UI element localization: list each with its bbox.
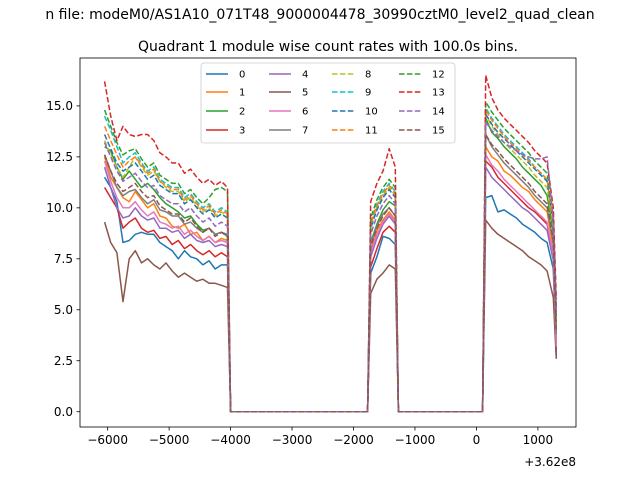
x-tick-label: 1000: [523, 433, 554, 447]
y-tick-label: 2.5: [54, 354, 73, 368]
chart-title: Quadrant 1 module wise count rates with …: [138, 39, 518, 55]
series-line-12: [103, 101, 558, 413]
x-axis-offset-label: +3.62e8: [524, 455, 576, 469]
y-tick-label: 5.0: [54, 303, 73, 317]
x-axis: −6000 −5000 −4000 −3000 −2000 −1000 0 1000: [87, 427, 553, 447]
series-line-14: [103, 121, 558, 413]
legend-frame: [200, 62, 456, 144]
legend-label-15: 15: [432, 126, 445, 137]
figure-suptitle: n file: modeM0/AS1A10_071T48_9000004478_…: [45, 7, 594, 23]
plot-area-frame: [79, 57, 577, 428]
y-tick-label: 7.5: [54, 252, 73, 266]
series-line-15: [103, 133, 558, 413]
plot-lines: [103, 74, 558, 413]
series-line-8: [103, 113, 558, 413]
legend-label-12: 12: [432, 70, 445, 81]
legend-label-0: 0: [239, 70, 245, 81]
x-tick-label: −4000: [210, 433, 251, 447]
legend-label-7: 7: [302, 126, 308, 137]
legend-label-4: 4: [302, 70, 308, 81]
legend-label-5: 5: [302, 88, 308, 99]
y-tick-label: 15.0: [46, 99, 73, 113]
legend-label-11: 11: [365, 126, 378, 137]
y-tick-label: 10.0: [46, 201, 73, 215]
legend-label-6: 6: [302, 107, 308, 118]
legend-label-8: 8: [365, 70, 371, 81]
y-axis: 0.0 2.5 5.0 7.5 10.0 12.5 15.0: [46, 99, 80, 419]
legend-label-14: 14: [432, 107, 445, 118]
x-tick-label: −6000: [87, 433, 128, 447]
legend-label-9: 9: [365, 88, 371, 99]
x-tick-label: −2000: [333, 433, 374, 447]
legend-label-2: 2: [239, 107, 245, 118]
x-tick-label: −1000: [395, 433, 436, 447]
series-line-9: [103, 107, 558, 413]
legend-label-13: 13: [432, 88, 445, 99]
legend-label-1: 1: [239, 88, 245, 99]
x-tick-label: −3000: [272, 433, 313, 447]
y-tick-label: 12.5: [46, 150, 73, 164]
x-tick-label: 0: [473, 433, 481, 447]
x-tick-label: −5000: [149, 433, 190, 447]
legend-label-10: 10: [365, 107, 378, 118]
y-tick-label: 0.0: [54, 405, 73, 419]
legend-label-3: 3: [239, 126, 245, 137]
